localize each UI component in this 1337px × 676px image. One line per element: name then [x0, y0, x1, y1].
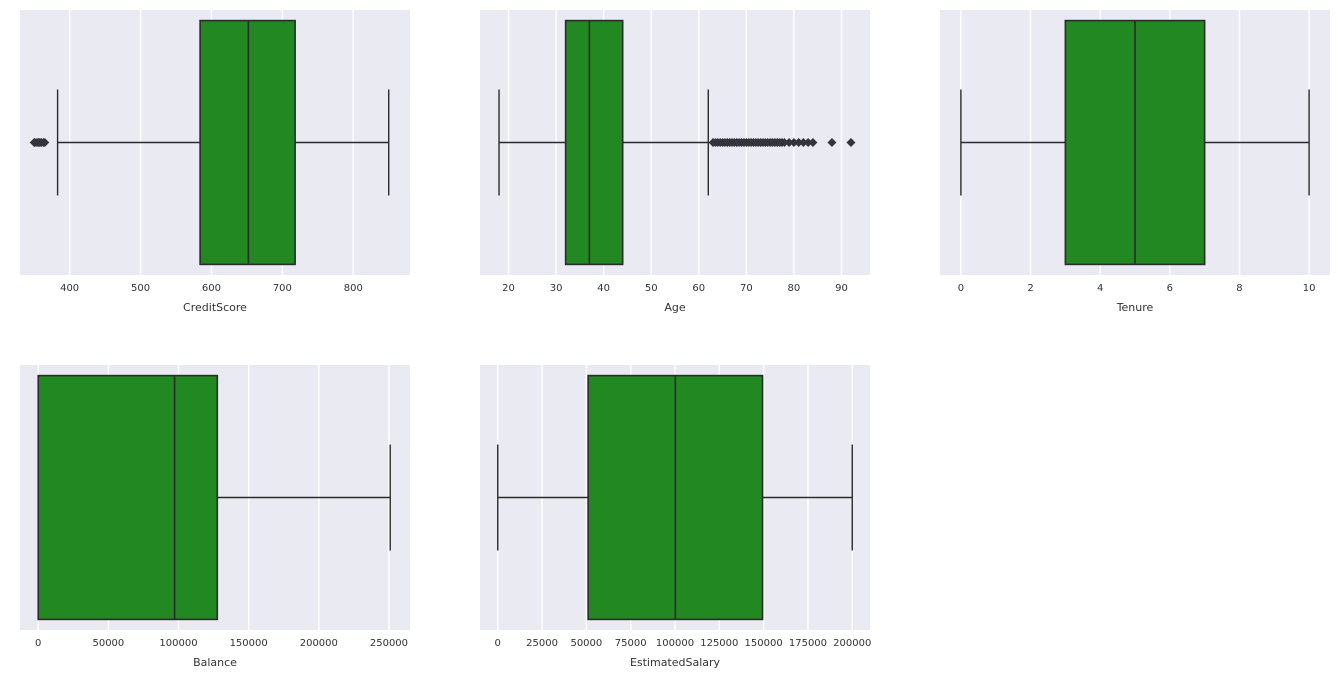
boxplot-svg — [20, 10, 410, 275]
xtick-label: 70 — [740, 283, 753, 294]
xtick-label: 150000 — [230, 638, 268, 649]
x-axis-label: Tenure — [940, 301, 1330, 314]
xtick-label: 200000 — [833, 638, 871, 649]
x-axis-label: CreditScore — [20, 301, 410, 314]
xtick-label: 150000 — [745, 638, 783, 649]
xtick-label: 6 — [1167, 283, 1173, 294]
xtick-label: 50000 — [570, 638, 602, 649]
xtick-label: 20 — [502, 283, 515, 294]
xtick-label: 0 — [35, 638, 41, 649]
boxplot-svg — [480, 10, 870, 275]
boxplot-svg — [940, 10, 1330, 275]
boxplot-svg — [20, 365, 410, 630]
xtick-label: 100000 — [159, 638, 197, 649]
xtick-label: 2 — [1027, 283, 1033, 294]
xtick-label: 175000 — [789, 638, 827, 649]
x-axis-label: Age — [480, 301, 870, 314]
xtick-label: 50 — [645, 283, 658, 294]
x-axis-label: EstimatedSalary — [480, 656, 870, 669]
panel-tenure: 0 2 4 6 8 10 Tenure — [940, 10, 1330, 319]
xtick-label: 250000 — [370, 638, 408, 649]
panel-creditscore: 400 500 600 700 800 CreditScore — [20, 10, 410, 319]
xtick-label: 30 — [550, 283, 563, 294]
xtick-label: 800 — [344, 283, 363, 294]
xtick-label: 0 — [958, 283, 964, 294]
xtick-label: 80 — [788, 283, 801, 294]
xtick-label: 8 — [1236, 283, 1242, 294]
xtick-label: 500 — [131, 283, 150, 294]
panel-estimatedsalary: 0 25000 50000 75000 100000 125000 150000 175000… — [480, 365, 870, 674]
panel-balance: 0 50000 100000 150000 200000 250000 Balance — [20, 365, 410, 674]
xtick-label: 125000 — [700, 638, 738, 649]
xtick-label: 75000 — [615, 638, 647, 649]
xtick-label: 600 — [202, 283, 221, 294]
xtick-label: 4 — [1097, 283, 1103, 294]
panel-age: 20 30 40 50 60 70 80 90 Age — [480, 10, 870, 319]
xtick-label: 200000 — [300, 638, 338, 649]
xtick-label: 40 — [597, 283, 610, 294]
xtick-label: 50000 — [92, 638, 124, 649]
xtick-label: 10 — [1303, 283, 1316, 294]
xtick-label: 25000 — [526, 638, 558, 649]
x-axis-label: Balance — [20, 656, 410, 669]
xtick-label: 100000 — [656, 638, 694, 649]
xtick-label: 60 — [692, 283, 705, 294]
xtick-label: 700 — [273, 283, 292, 294]
xtick-label: 90 — [835, 283, 848, 294]
xtick-label: 400 — [60, 283, 79, 294]
boxplot-svg — [480, 365, 870, 630]
xtick-label: 0 — [495, 638, 501, 649]
figure: 400500600700800CreditScore20304050607080… — [0, 0, 1337, 676]
